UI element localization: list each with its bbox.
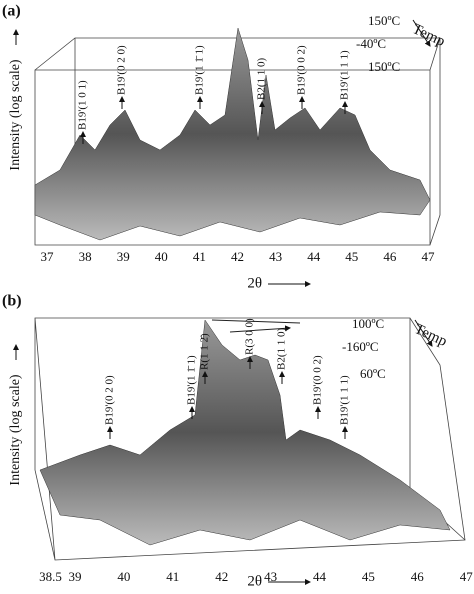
x-tick-label: 38 bbox=[79, 249, 92, 264]
surface bbox=[34, 27, 431, 241]
temperature-label: 150ºC bbox=[368, 59, 400, 74]
x-tick-label: 40 bbox=[155, 249, 168, 264]
x-axis-label: 2θ bbox=[247, 275, 262, 291]
x-tick-label: 42 bbox=[215, 569, 228, 584]
temperature-label: -160ºC bbox=[342, 339, 379, 354]
x-tick-label: 40 bbox=[117, 569, 130, 584]
x-axis-label: 2θ bbox=[247, 573, 262, 589]
panel-label: (a) bbox=[2, 3, 21, 20]
temperature-label: 60ºC bbox=[360, 366, 386, 381]
peak-label: B19'(0 0 2) bbox=[312, 355, 324, 405]
temp-arrow bbox=[414, 319, 433, 347]
panel-a-frame bbox=[34, 27, 441, 246]
x-tick-label: 45 bbox=[345, 249, 358, 264]
peak-label: B2(1 1 0) bbox=[276, 328, 288, 371]
surface bbox=[39, 319, 451, 546]
x-tick-label: 39 bbox=[69, 569, 82, 584]
x-tick-label: 37 bbox=[41, 249, 55, 264]
x-tick-label: 44 bbox=[307, 249, 321, 264]
x-tick-label: 42 bbox=[231, 249, 244, 264]
x-tick-label: 39 bbox=[117, 249, 130, 264]
x-tick-label: 43 bbox=[269, 249, 282, 264]
x-tick-label: 46 bbox=[411, 569, 425, 584]
x-tick-label: 41 bbox=[166, 569, 179, 584]
peak-label: B19'(1 0 1) bbox=[77, 80, 89, 130]
x-tick-label: 43 bbox=[264, 569, 277, 584]
temp-axis-label: Temp bbox=[412, 321, 450, 350]
x-tick-label: 38.5 bbox=[39, 569, 62, 584]
peak-label: B2(1 1 0) bbox=[256, 58, 268, 101]
x-tick-label: 47 bbox=[460, 569, 474, 584]
peak-label: R(3 0 0) bbox=[244, 318, 256, 355]
peak-label: B19'(1 1̄ 1) bbox=[194, 45, 206, 95]
peak-label: B19'(1 1 1) bbox=[339, 375, 351, 425]
x-tick-label: 46 bbox=[383, 249, 397, 264]
temperature-label: -40ºC bbox=[356, 36, 386, 51]
peak-label: B19'(1 1̄ 1) bbox=[186, 355, 198, 405]
temp-arrow bbox=[412, 19, 431, 47]
panel-b-frame bbox=[34, 317, 466, 561]
x-tick-label: 41 bbox=[193, 249, 206, 264]
peak-label: B19'(0 2 0) bbox=[116, 45, 128, 95]
panel-label: (b) bbox=[2, 293, 22, 310]
peak-label: R(1 1 2̄) bbox=[199, 333, 211, 370]
temperature-label: 150ºC bbox=[368, 13, 400, 28]
y-axis-label: Intensity (log scale) bbox=[8, 59, 23, 171]
peak-label: B19'(1 1 1) bbox=[339, 50, 351, 100]
temperature-label: 100ºC bbox=[352, 316, 384, 331]
x-tick-label: 47 bbox=[422, 249, 436, 264]
peak-label: B19'(0 0 2) bbox=[296, 45, 308, 95]
x-tick-label: 45 bbox=[362, 569, 375, 584]
temp-axis-label: Temp bbox=[410, 21, 448, 50]
y-axis-label: Intensity (log scale) bbox=[8, 374, 23, 486]
x-tick-label: 44 bbox=[313, 569, 327, 584]
peak-label: B19'(0 2 0) bbox=[104, 375, 116, 425]
